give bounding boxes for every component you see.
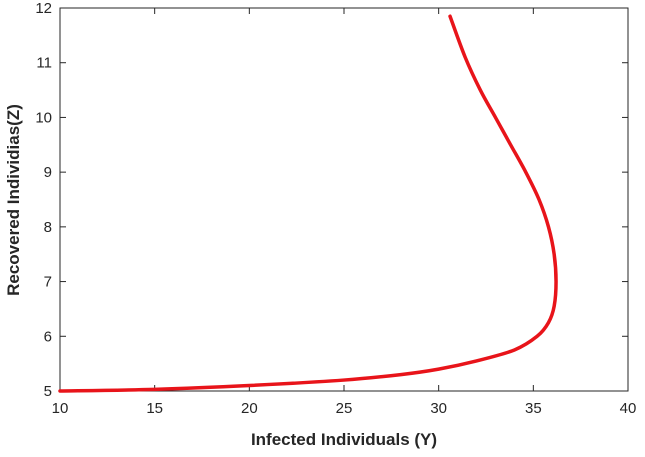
x-tick-label: 25: [336, 400, 353, 417]
y-tick-label: 6: [44, 328, 52, 345]
x-tick-label: 15: [146, 400, 163, 417]
y-tick-label: 5: [44, 383, 52, 400]
x-axis-label: Infected Individuals (Y): [251, 430, 437, 449]
y-tick-label: 12: [35, 0, 52, 17]
x-tick-label: 35: [525, 400, 542, 417]
x-tick-label: 30: [430, 400, 447, 417]
y-tick-label: 8: [44, 219, 52, 236]
series: [58, 14, 558, 393]
y-axis-label: Recovered Individias(Z): [4, 104, 23, 296]
y-tick-label: 9: [44, 164, 52, 181]
y-tick-label: 7: [44, 274, 52, 291]
series-line: [58, 14, 558, 393]
plot-area: [59, 7, 629, 392]
x-tick-label: 20: [241, 400, 258, 417]
x-tick-label: 40: [620, 400, 637, 417]
y-tick-label: 10: [35, 109, 52, 126]
y-tick-label: 11: [36, 55, 52, 72]
ticks: [59, 7, 629, 392]
tick-labels: 10 15 20 25 30 35 40 5 6 7 8 9 10 11 12: [35, 0, 636, 417]
x-tick-label: 10: [52, 400, 69, 417]
